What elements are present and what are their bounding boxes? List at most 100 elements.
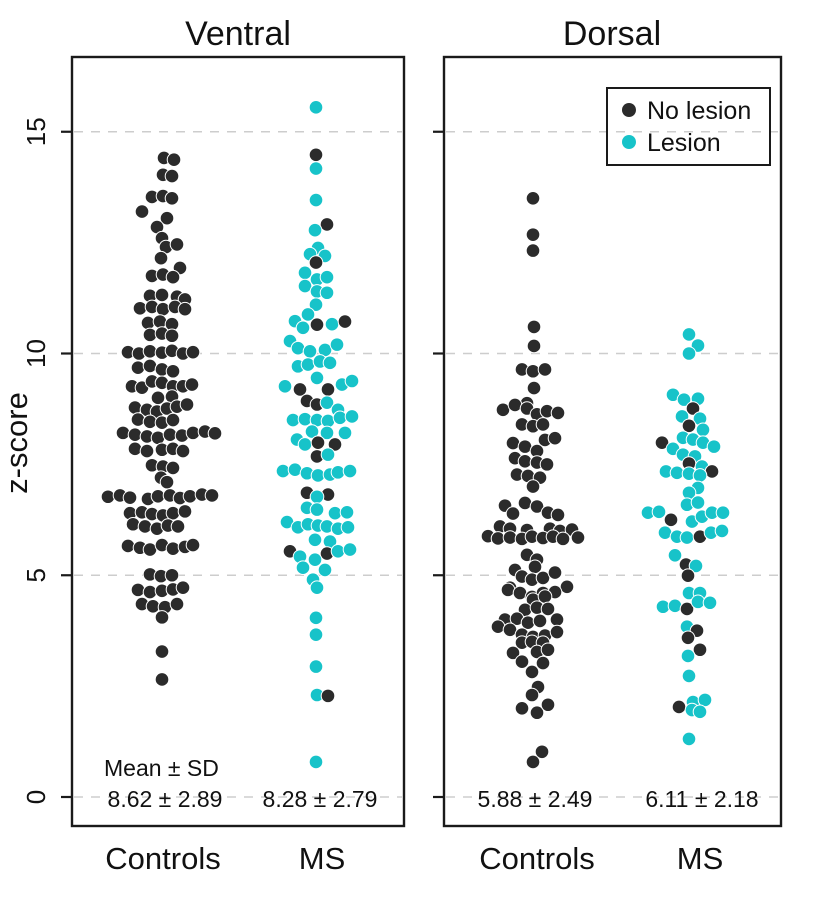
data-point-lesion — [287, 462, 303, 477]
data-point-lesion — [308, 192, 324, 208]
data-point-no-lesion — [540, 697, 556, 713]
data-point-no-lesion — [166, 152, 182, 167]
data-point-no-lesion — [142, 327, 158, 343]
data-point-no-lesion — [550, 507, 566, 523]
data-point-lesion — [309, 370, 325, 386]
data-point-lesion — [651, 504, 667, 520]
data-point-lesion — [680, 648, 696, 664]
data-point-no-lesion — [175, 443, 191, 459]
data-point-lesion — [297, 437, 313, 452]
data-point-lesion — [297, 265, 313, 281]
data-point-lesion — [342, 542, 358, 557]
data-point-lesion — [690, 495, 706, 510]
data-point-lesion — [295, 560, 311, 576]
data-point-lesion — [308, 659, 324, 674]
data-point-no-lesion — [320, 688, 336, 704]
gridline-layer — [74, 130, 779, 798]
data-point-no-lesion — [524, 687, 540, 703]
dorsal-panel-frame — [442, 55, 783, 828]
data-point-lesion — [275, 463, 291, 479]
data-point-lesion — [330, 544, 346, 559]
data-point-no-lesion — [549, 624, 565, 640]
dorsal-panel-title: Dorsal — [563, 15, 661, 53]
data-point-no-lesion — [529, 705, 545, 721]
data-point-lesion — [319, 269, 335, 285]
data-point-no-lesion — [539, 457, 555, 472]
data-point-no-lesion — [490, 619, 506, 634]
data-point-no-lesion — [127, 427, 143, 442]
data-point-no-lesion — [654, 435, 670, 450]
data-point-no-lesion — [185, 537, 201, 553]
data-point-lesion — [339, 504, 355, 520]
legend-lesion-label: Lesion — [647, 129, 721, 157]
data-point-layer — [100, 100, 731, 770]
data-point-lesion — [320, 447, 336, 462]
data-point-no-lesion — [154, 672, 170, 687]
y-tick-label: 15 — [21, 117, 51, 146]
data-point-lesion — [309, 489, 325, 505]
data-point-no-lesion — [185, 344, 201, 360]
data-point-no-lesion — [179, 397, 195, 412]
data-point-no-lesion — [170, 519, 186, 534]
data-point-no-lesion — [130, 582, 146, 598]
data-point-lesion — [295, 320, 311, 336]
data-point-no-lesion — [685, 401, 701, 416]
data-point-no-lesion — [535, 417, 551, 432]
data-point-no-lesion — [520, 615, 536, 631]
data-point-no-lesion — [505, 435, 521, 451]
data-point-lesion — [308, 100, 324, 115]
data-point-lesion — [308, 610, 324, 626]
data-point-lesion — [308, 161, 324, 176]
data-point-no-lesion — [525, 243, 541, 258]
data-point-lesion — [681, 327, 697, 342]
data-point-lesion — [332, 410, 348, 426]
data-point-no-lesion — [547, 430, 563, 446]
data-point-no-lesion — [320, 382, 336, 397]
dorsal-ms-mean-sd: 6.11 ± 2.18 — [645, 786, 758, 812]
data-point-lesion — [309, 580, 325, 595]
data-point-no-lesion — [537, 362, 553, 377]
y-tick-label: 0 — [21, 790, 51, 804]
data-point-no-lesion — [137, 519, 153, 534]
data-point-no-lesion — [169, 596, 185, 612]
data-point-no-lesion — [681, 418, 697, 434]
data-point-no-lesion — [154, 287, 170, 303]
data-point-lesion — [714, 523, 730, 539]
data-point-no-lesion — [120, 538, 136, 554]
data-point-lesion — [322, 355, 338, 371]
legend-lesion-dot-icon — [622, 135, 636, 149]
y-tick-label: 10 — [21, 339, 51, 368]
data-point-lesion — [344, 373, 360, 389]
data-point-lesion — [667, 547, 683, 563]
dorsal-ms-label: MS — [677, 841, 724, 876]
y-axis-label: z-score — [0, 392, 34, 494]
data-point-no-lesion — [663, 512, 679, 528]
data-point-no-lesion — [165, 363, 181, 379]
data-point-lesion — [297, 278, 313, 294]
mean-sd-heading: Mean ± SD — [104, 755, 219, 781]
data-point-no-lesion — [177, 504, 193, 519]
data-point-lesion — [308, 297, 324, 313]
data-point-no-lesion — [115, 425, 131, 441]
data-point-no-lesion — [507, 397, 523, 413]
data-point-no-lesion — [327, 437, 343, 452]
data-point-lesion — [715, 505, 731, 521]
data-point-lesion — [324, 316, 340, 332]
data-point-no-lesion — [154, 610, 170, 625]
data-point-lesion — [344, 409, 360, 424]
data-point-no-lesion — [152, 314, 168, 329]
data-point-no-lesion — [164, 328, 180, 344]
data-point-no-lesion — [127, 441, 143, 457]
data-point-no-lesion — [165, 269, 181, 285]
data-point-lesion — [319, 285, 335, 301]
data-point-no-lesion — [671, 699, 687, 715]
data-point-no-lesion — [308, 147, 324, 163]
data-point-no-lesion — [139, 443, 155, 459]
data-point-no-lesion — [525, 190, 541, 206]
data-point-no-lesion — [153, 250, 169, 266]
data-point-no-lesion — [526, 380, 542, 396]
data-point-no-lesion — [165, 460, 181, 476]
data-point-lesion — [692, 468, 708, 483]
data-point-no-lesion — [130, 360, 146, 375]
